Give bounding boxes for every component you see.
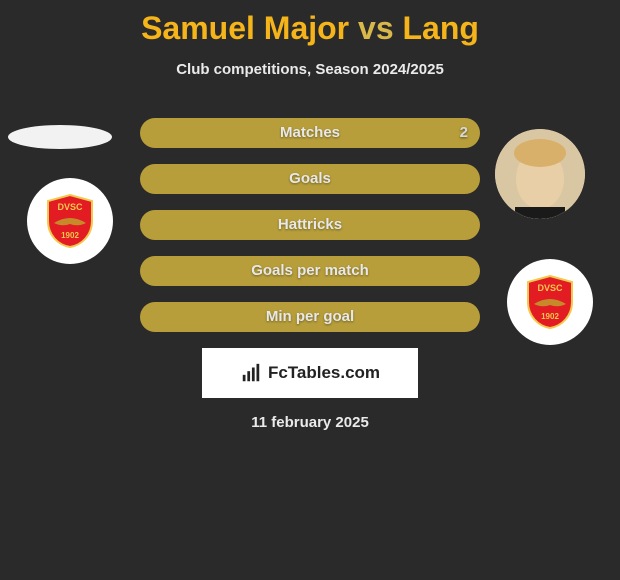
- player1-avatar: [8, 125, 112, 149]
- face-placeholder-icon: [495, 129, 585, 219]
- svg-text:DVSC: DVSC: [537, 283, 563, 293]
- watermark-text: FcTables.com: [268, 363, 380, 383]
- svg-text:DVSC: DVSC: [57, 202, 83, 212]
- svg-text:1902: 1902: [61, 231, 79, 240]
- page-title: Samuel Major vs Lang: [0, 0, 620, 47]
- player2-club-crest: DVSC 1902: [507, 259, 593, 345]
- stat-bar-label: Matches: [140, 118, 480, 148]
- chart-icon: [240, 362, 262, 384]
- stat-bar-label: Goals per match: [140, 256, 480, 286]
- player2-avatar: [495, 129, 585, 219]
- stat-bar: Hattricks: [140, 210, 480, 240]
- svg-text:1902: 1902: [541, 312, 559, 321]
- player1-name: Samuel Major: [141, 10, 349, 46]
- watermark: FcTables.com: [202, 348, 418, 398]
- stat-bar: Min per goal: [140, 302, 480, 332]
- subtitle: Club competitions, Season 2024/2025: [0, 61, 620, 78]
- player2-name: Lang: [403, 10, 479, 46]
- stat-bar: Goals per match: [140, 256, 480, 286]
- date-text: 11 february 2025: [0, 414, 620, 431]
- stat-bars: Matches2 Goals Hattricks Goals per match Min…: [140, 118, 480, 332]
- stat-bar-label: Hattricks: [140, 210, 480, 240]
- stat-bar-label: Min per goal: [140, 302, 480, 332]
- stat-bar-right-value: 2: [460, 118, 468, 148]
- player1-club-crest: DVSC 1902: [27, 178, 113, 264]
- stat-bar: Goals: [140, 164, 480, 194]
- title-vs: vs: [358, 10, 394, 46]
- stat-bar: Matches2: [140, 118, 480, 148]
- stat-bar-label: Goals: [140, 164, 480, 194]
